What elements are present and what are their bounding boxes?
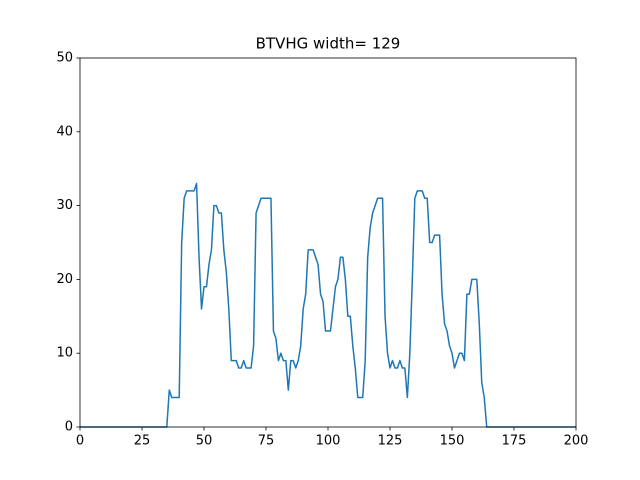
x-tick-label: 75: [258, 434, 275, 449]
y-tick-label: 50: [56, 51, 73, 66]
x-tick-label: 25: [134, 434, 151, 449]
data-line: [80, 182, 576, 428]
x-tick-label: 50: [196, 434, 213, 449]
x-tick-label: 150: [440, 434, 465, 449]
axes-frame: [79, 57, 577, 428]
x-tick-label: 125: [378, 434, 403, 449]
y-tick-label: 10: [56, 346, 73, 361]
x-tick-label: 200: [564, 434, 589, 449]
x-tick-label: 175: [502, 434, 527, 449]
x-tick-label: 0: [76, 434, 84, 449]
y-tick-label: 40: [56, 124, 73, 139]
y-tick-label: 0: [65, 420, 73, 435]
y-tick-label: 30: [56, 198, 73, 213]
x-tick-label: 100: [316, 434, 341, 449]
chart-title: BTVHG width= 129: [256, 35, 401, 53]
y-tick-label: 20: [56, 272, 73, 287]
